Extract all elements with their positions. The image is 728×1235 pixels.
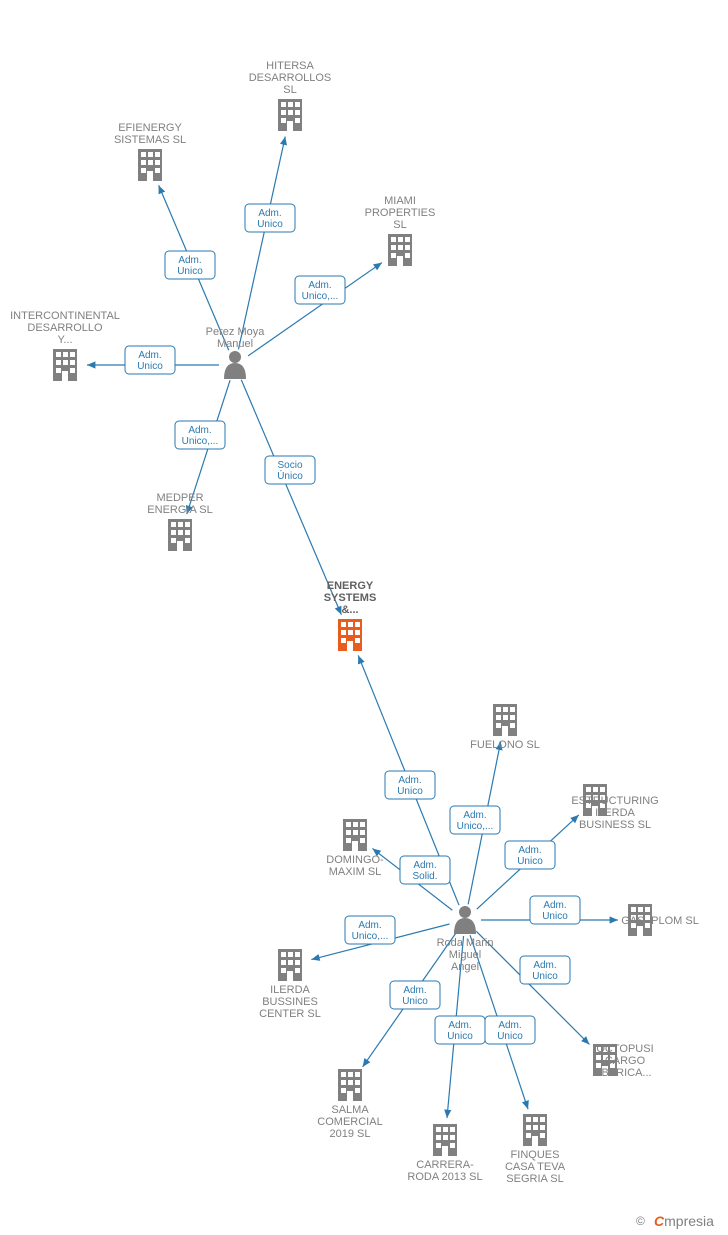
edge-label: Adm.Unico: [447, 1020, 473, 1042]
edge-label: Adm.Unico: [532, 960, 558, 982]
network-diagram: Adm.UnicoAdm.UnicoAdm.Unico,...Adm.Unico…: [0, 0, 728, 1235]
company-label: ILERDABUSSINESCENTER SL: [259, 984, 321, 1020]
company-label: HITERSADESARROLLOSSL: [249, 60, 332, 96]
footer-brand: Cmpresia: [654, 1213, 714, 1229]
company-label: FINQUESCASA TEVASEGRIA SL: [505, 1149, 566, 1185]
company-label: SALMACOMERCIAL2019 SL: [317, 1104, 382, 1140]
building-icon: [278, 99, 302, 131]
person-icon: [224, 351, 246, 379]
company-label: OCTOPUSICARGOIBERICA...: [596, 1043, 653, 1079]
edge-label: Adm.Solid.: [412, 860, 437, 882]
company-label: DOMINGO-MAXIM SL: [326, 854, 384, 878]
company-node-inter[interactable]: INTERCONTINENTALDESARROLLOY...: [10, 310, 120, 381]
company-node-energy[interactable]: ENERGYSYSTEMS&...: [324, 580, 377, 651]
company-label: ENERGYSYSTEMS&...: [324, 580, 377, 616]
edge-label: Adm.Unico: [402, 985, 428, 1007]
company-node-gasplom[interactable]: GAS- PLOM SL: [621, 904, 699, 936]
company-label: FUELONO SL: [470, 739, 540, 751]
company-label: INTERCONTINENTALDESARROLLOY...: [10, 310, 120, 346]
person-node-roda[interactable]: Roda MarinMiguelAngel: [437, 906, 494, 973]
company-label: MEDPERENERGIA SL: [147, 492, 212, 516]
edge-label: Adm.Unico: [137, 350, 163, 372]
edge-label: Adm.Unico: [177, 255, 203, 277]
building-icon: [278, 949, 302, 981]
company-node-estructuring[interactable]: ESTRUCTURINGILERDABUSINESS SL: [571, 784, 658, 831]
company-node-octopusi[interactable]: OCTOPUSICARGOIBERICA...: [593, 1043, 654, 1079]
edge-label: Adm.Unico: [517, 845, 543, 867]
building-icon: [343, 819, 367, 851]
company-label: CARRERA-RODA 2013 SL: [407, 1159, 482, 1183]
building-icon: [338, 619, 362, 651]
building-icon: [338, 1069, 362, 1101]
edge-perez-hitersa: [238, 136, 285, 349]
edge-label: Adm.Unico: [542, 900, 568, 922]
company-label: GAS- PLOM SL: [621, 915, 699, 927]
company-node-finques[interactable]: FINQUESCASA TEVASEGRIA SL: [505, 1114, 566, 1185]
person-node-perez[interactable]: Perez MoyaManuel: [206, 326, 266, 379]
company-label: MIAMIPROPERTIESSL: [365, 195, 436, 231]
edge-label: Adm.Unico: [257, 208, 283, 230]
edge-label: Adm.Unico: [397, 775, 423, 797]
company-node-miami[interactable]: MIAMIPROPERTIESSL: [365, 195, 436, 266]
building-icon: [168, 519, 192, 551]
company-node-salma[interactable]: SALMACOMERCIAL2019 SL: [317, 1069, 382, 1140]
person-label: Roda MarinMiguelAngel: [437, 937, 494, 973]
company-node-carrera[interactable]: CARRERA-RODA 2013 SL: [407, 1124, 482, 1183]
company-label: EFIENERGYSISTEMAS SL: [114, 122, 186, 146]
company-node-efienergy[interactable]: EFIENERGYSISTEMAS SL: [114, 122, 186, 181]
building-icon: [53, 349, 77, 381]
building-icon: [138, 149, 162, 181]
edge-label: SocioÚnico: [277, 460, 303, 482]
person-icon: [454, 906, 476, 934]
company-node-domingo[interactable]: DOMINGO-MAXIM SL: [326, 819, 384, 878]
copyright-symbol: ©: [636, 1214, 645, 1228]
company-node-fuelono[interactable]: FUELONO SL: [470, 704, 540, 751]
company-node-hitersa[interactable]: HITERSADESARROLLOSSL: [249, 60, 332, 131]
building-icon: [433, 1124, 457, 1156]
building-icon: [388, 234, 412, 266]
building-icon: [493, 704, 517, 736]
building-icon: [523, 1114, 547, 1146]
edge-label: Adm.Unico: [497, 1020, 523, 1042]
company-node-medper[interactable]: MEDPERENERGIA SL: [147, 492, 212, 551]
person-label: Perez MoyaManuel: [206, 326, 266, 350]
